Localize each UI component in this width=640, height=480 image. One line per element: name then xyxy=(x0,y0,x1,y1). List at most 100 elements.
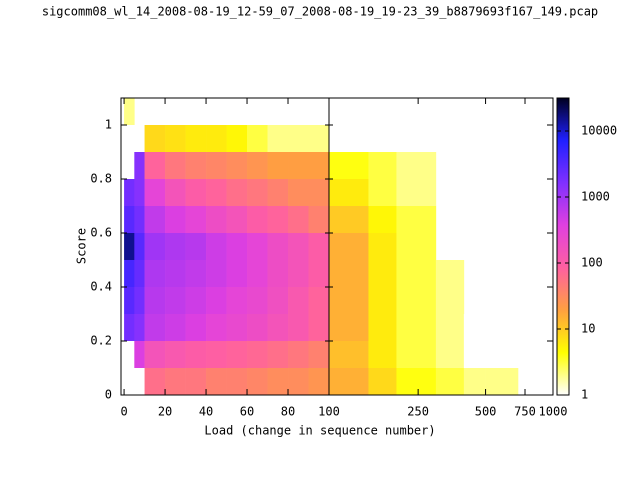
heat-cell xyxy=(134,233,145,260)
heat-cell xyxy=(226,233,248,260)
heat-cell xyxy=(144,287,166,314)
heat-cell xyxy=(165,287,186,314)
heat-cell xyxy=(124,233,135,260)
heat-cell xyxy=(206,260,227,287)
heat-cell xyxy=(185,125,207,152)
heat-cell xyxy=(396,233,437,260)
heat-cell xyxy=(463,368,486,395)
y-tick-label: 1 xyxy=(105,118,112,132)
heat-cell xyxy=(247,287,268,314)
heat-cell xyxy=(144,152,166,179)
heat-cell xyxy=(463,314,486,341)
y-tick-label: 0 xyxy=(105,388,112,402)
heat-cell xyxy=(206,152,227,179)
heat-cell xyxy=(396,260,437,287)
heat-cell xyxy=(368,152,397,179)
heat-cell xyxy=(288,368,309,395)
heatmap-cells xyxy=(124,98,554,395)
heat-cell xyxy=(308,125,330,152)
heat-cell xyxy=(368,341,397,368)
heat-cell xyxy=(134,341,145,368)
heat-cell xyxy=(185,368,207,395)
heat-cell xyxy=(396,206,437,233)
x-tick-label: 750 xyxy=(514,405,536,419)
axes: 00.20.40.60.810 20 40 60 80 100 250 500 750 10001… xyxy=(90,97,617,419)
x-tick-label: 100 xyxy=(318,405,340,419)
colorbar-tick-label: 1 xyxy=(581,388,588,402)
heat-cell xyxy=(308,260,330,287)
heat-cell xyxy=(134,314,145,341)
heat-cell xyxy=(247,152,268,179)
heat-cell xyxy=(308,206,330,233)
heat-cell xyxy=(185,152,207,179)
heat-cell xyxy=(185,233,207,260)
heat-cell xyxy=(185,287,207,314)
heat-cell xyxy=(435,341,465,368)
heat-cell xyxy=(308,179,330,206)
heat-cell xyxy=(288,314,309,341)
heat-cell xyxy=(329,179,369,206)
heat-cell xyxy=(435,368,465,395)
heat-cell xyxy=(206,368,227,395)
heat-cell xyxy=(165,314,186,341)
heat-cell xyxy=(165,341,186,368)
x-tick-label: 0 xyxy=(120,405,127,419)
heat-cell xyxy=(396,152,437,179)
heat-cell xyxy=(165,260,186,287)
heat-cell xyxy=(165,233,186,260)
heat-cell xyxy=(134,206,145,233)
heat-cell xyxy=(144,260,166,287)
heat-cell xyxy=(206,314,227,341)
heat-cell xyxy=(267,179,289,206)
heat-cell xyxy=(144,314,166,341)
heat-cell xyxy=(144,206,166,233)
x-tick-label: 40 xyxy=(199,405,213,419)
heat-cell xyxy=(463,341,486,368)
heat-cell xyxy=(308,287,330,314)
heat-cell xyxy=(267,125,289,152)
heat-cell xyxy=(124,287,135,314)
x-tick-label: 60 xyxy=(240,405,254,419)
heat-cell xyxy=(288,287,309,314)
heat-cell xyxy=(368,206,397,233)
heat-cell xyxy=(247,314,268,341)
heat-cell xyxy=(329,287,369,314)
heat-cell xyxy=(435,287,465,314)
heat-cell xyxy=(329,314,369,341)
heat-cell xyxy=(144,341,166,368)
heat-cell xyxy=(368,314,397,341)
chart-title: sigcomm08_wl_14_2008-08-19_12-59_07_2008… xyxy=(42,5,598,19)
heat-cell xyxy=(206,341,227,368)
heat-cell xyxy=(206,206,227,233)
heat-cell xyxy=(185,179,207,206)
x-tick-label: 80 xyxy=(281,405,295,419)
heat-cell xyxy=(308,152,330,179)
heat-cell xyxy=(144,125,166,152)
heat-cell xyxy=(226,206,248,233)
heat-cell xyxy=(185,341,207,368)
heat-cell xyxy=(165,206,186,233)
heat-cell xyxy=(288,260,309,287)
heat-cell xyxy=(288,341,309,368)
heat-cell xyxy=(226,341,248,368)
colorbar xyxy=(556,97,570,396)
heat-cell xyxy=(267,287,289,314)
heat-cell xyxy=(185,206,207,233)
heat-cell xyxy=(247,125,268,152)
heat-cell xyxy=(144,233,166,260)
heat-cell xyxy=(206,179,227,206)
heat-cell xyxy=(267,152,289,179)
heat-cell xyxy=(308,233,330,260)
heat-cell xyxy=(247,206,268,233)
heat-cell xyxy=(368,368,397,395)
heat-cell xyxy=(144,368,166,395)
heat-cell xyxy=(185,260,207,287)
heat-cell xyxy=(308,341,330,368)
heat-cell xyxy=(185,314,207,341)
y-axis-label: Score xyxy=(75,228,89,264)
colorbar-tick-label: 10000 xyxy=(581,124,617,138)
x-tick-label: 250 xyxy=(407,405,429,419)
colorbar-tick-label: 10 xyxy=(581,322,595,336)
heat-cell xyxy=(247,368,268,395)
heat-cell xyxy=(165,152,186,179)
